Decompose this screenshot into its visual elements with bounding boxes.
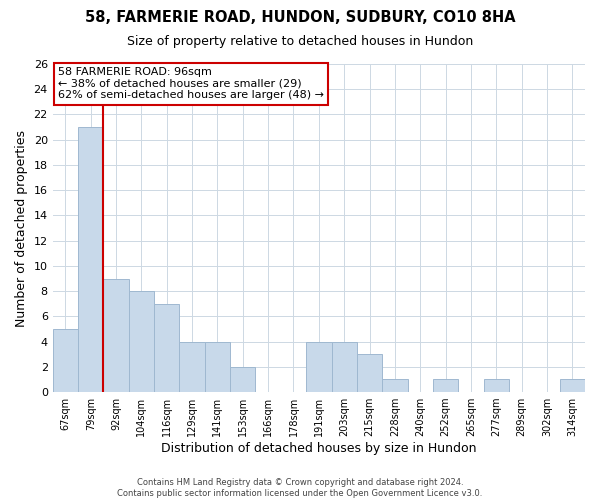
Text: Contains HM Land Registry data © Crown copyright and database right 2024.
Contai: Contains HM Land Registry data © Crown c… [118,478,482,498]
Bar [560,380,585,392]
X-axis label: Distribution of detached houses by size in Hundon: Distribution of detached houses by size … [161,442,476,455]
Text: 58, FARMERIE ROAD, HUNDON, SUDBURY, CO10 8HA: 58, FARMERIE ROAD, HUNDON, SUDBURY, CO10… [85,10,515,25]
Bar [179,342,205,392]
Bar [205,342,230,392]
Bar [154,304,179,392]
Text: 58 FARMERIE ROAD: 96sqm
← 38% of detached houses are smaller (29)
62% of semi-de: 58 FARMERIE ROAD: 96sqm ← 38% of detache… [58,68,324,100]
Bar [306,342,332,392]
Bar [129,291,154,392]
Bar [433,380,458,392]
Text: Size of property relative to detached houses in Hundon: Size of property relative to detached ho… [127,35,473,48]
Bar [357,354,382,392]
Bar [103,278,129,392]
Y-axis label: Number of detached properties: Number of detached properties [15,130,28,326]
Bar [230,367,256,392]
Bar [484,380,509,392]
Bar [332,342,357,392]
Bar [53,329,78,392]
Bar [382,380,407,392]
Bar [78,127,103,392]
